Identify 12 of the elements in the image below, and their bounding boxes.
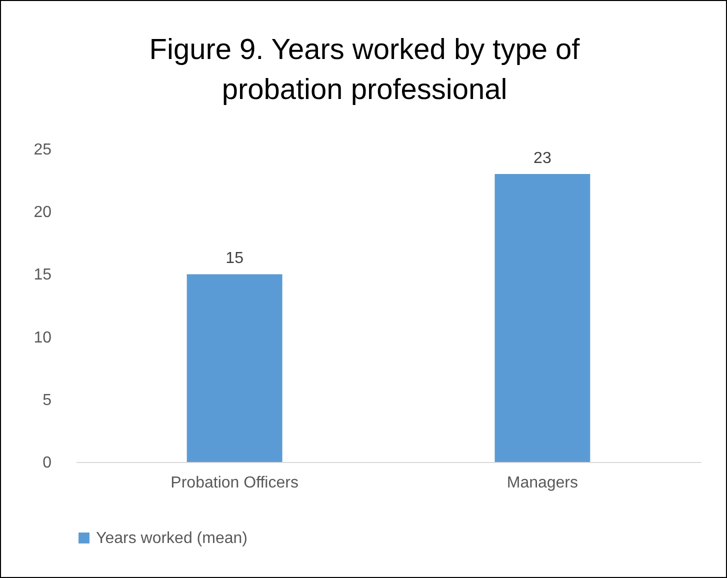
y-tick-label: 25 — [34, 142, 52, 158]
y-tick-label: 20 — [34, 204, 52, 222]
data-label: 23 — [534, 150, 552, 168]
chart-title: Figure 9. Years worked by type of probation professional — [149, 34, 581, 106]
y-tick-label: 15 — [34, 266, 52, 284]
x-tick-label: Probation Officers — [170, 474, 298, 492]
legend-label: Years worked (mean) — [96, 530, 248, 547]
y-tick-label: 0 — [42, 454, 52, 472]
data-label: 15 — [226, 250, 244, 268]
x-tick-label: Managers — [506, 474, 578, 492]
y-tick-label: 10 — [34, 329, 52, 346]
y-tick-label: 5 — [42, 392, 52, 409]
